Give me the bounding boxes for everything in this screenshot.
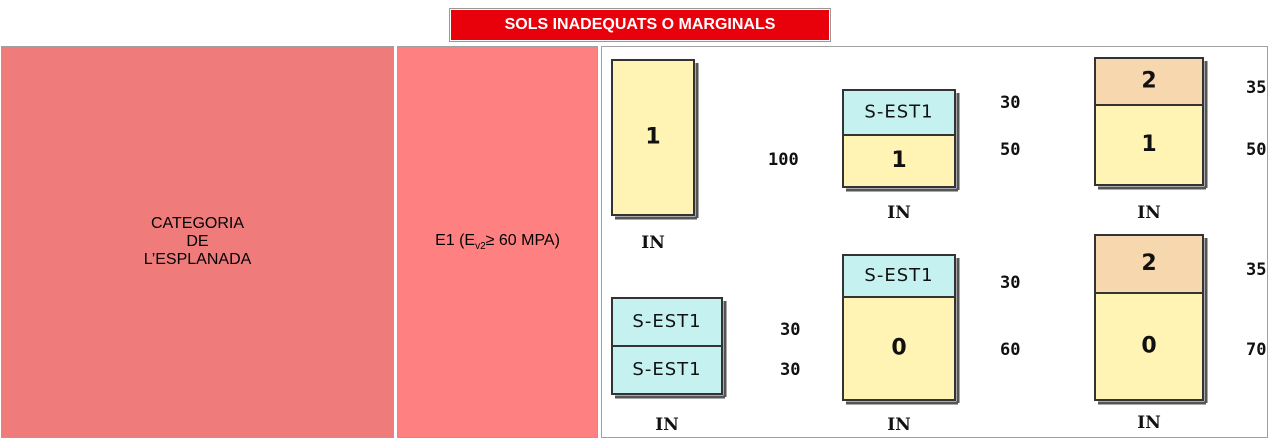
layer-thickness: 35 <box>1246 78 1266 98</box>
grade-prefix: E1 (E <box>435 231 476 249</box>
layer-label: 2 <box>1141 69 1156 94</box>
layer-label: 2 <box>1141 251 1156 276</box>
layer-thickness: 30 <box>780 320 800 340</box>
grade-text: E1 (Ev2≥ 60 MPA) <box>435 232 560 252</box>
layer <box>842 89 956 136</box>
layer-label: 0 <box>891 336 906 361</box>
category-line: L’ESPLANADA <box>143 251 252 268</box>
layer <box>1094 104 1204 186</box>
grade-subscript: v2 <box>475 241 486 253</box>
base-label: IN <box>1137 203 1161 223</box>
layer <box>1094 292 1204 401</box>
layer-thickness: 70 <box>1246 340 1266 360</box>
layer-thickness: 30 <box>780 360 800 380</box>
layer-thickness: 35 <box>1246 260 1266 280</box>
layer-thickness: 100 <box>768 150 799 170</box>
layer <box>611 297 723 347</box>
layer-label: 1 <box>891 148 906 173</box>
layer-thickness: 30 <box>1000 273 1020 293</box>
base-label: IN <box>887 203 911 223</box>
layer <box>842 134 956 188</box>
layer <box>1094 234 1204 294</box>
layer <box>611 59 695 216</box>
layer-label: S-EST1 <box>632 311 701 332</box>
base-label: IN <box>1137 413 1161 433</box>
layer-thickness: 50 <box>1246 140 1266 160</box>
title: SOLS INADEQUATS O MARGINALS <box>449 8 831 42</box>
layer-label: 0 <box>1141 334 1156 359</box>
layer-thickness: 60 <box>1000 340 1020 360</box>
layer-label: 1 <box>645 125 660 150</box>
grade-suffix: ≥ 60 MPA) <box>485 231 560 249</box>
base-label: IN <box>887 415 911 435</box>
layer-label: S-EST1 <box>632 359 701 380</box>
layer <box>611 345 723 395</box>
layer <box>842 254 956 298</box>
category-line: CATEGORIA <box>150 215 245 232</box>
layer-label: S-EST1 <box>864 265 933 286</box>
grade-cell: E1 (Ev2≥ 60 MPA) <box>397 46 598 438</box>
layer-label: 1 <box>1141 132 1156 157</box>
base-label: IN <box>655 415 679 435</box>
category-line: DE <box>186 233 209 250</box>
category-cell: CATEGORIA DE L’ESPLANADA <box>1 46 394 438</box>
layer-thickness: 50 <box>1000 140 1020 160</box>
layer-label: S-EST1 <box>864 102 933 123</box>
layer-thickness: 30 <box>1000 93 1020 113</box>
layer <box>842 296 956 401</box>
base-label: IN <box>641 233 665 253</box>
layer <box>1094 57 1204 106</box>
